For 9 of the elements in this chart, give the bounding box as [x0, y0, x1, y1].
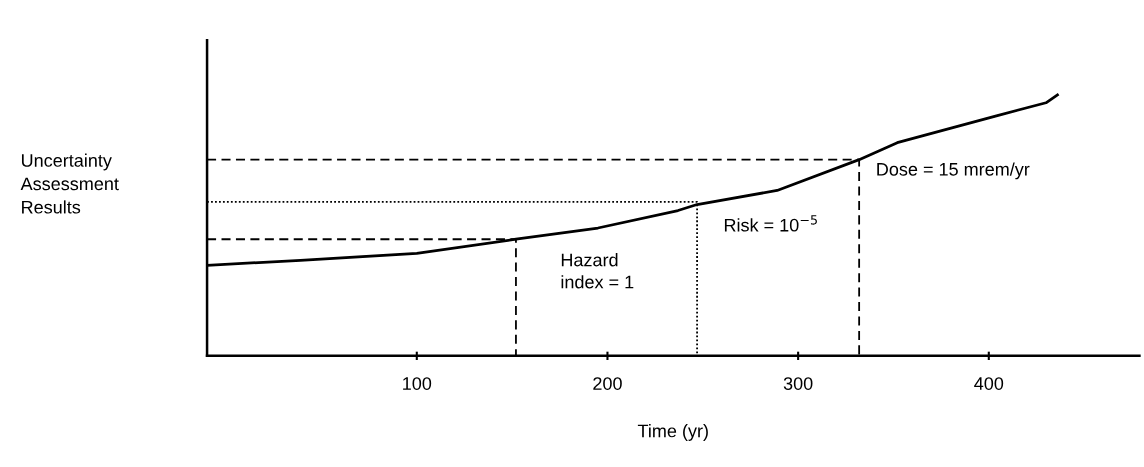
x-tick-label: 200	[593, 377, 622, 390]
annotation: Risk = 10$^{−5}$	[724, 215, 817, 232]
x-axis-title: Time (yr)	[637, 424, 708, 441]
y-axis-title: Uncertainty Assessment Results	[20, 153, 119, 214]
annotation: Dose = 15 mrem/yr	[877, 162, 1030, 180]
annotation: Hazard index = 1	[561, 253, 634, 289]
x-tick-label: 300	[783, 377, 813, 390]
x-tick-label: 100	[403, 377, 432, 390]
x-tick-label: 400	[974, 377, 1004, 390]
